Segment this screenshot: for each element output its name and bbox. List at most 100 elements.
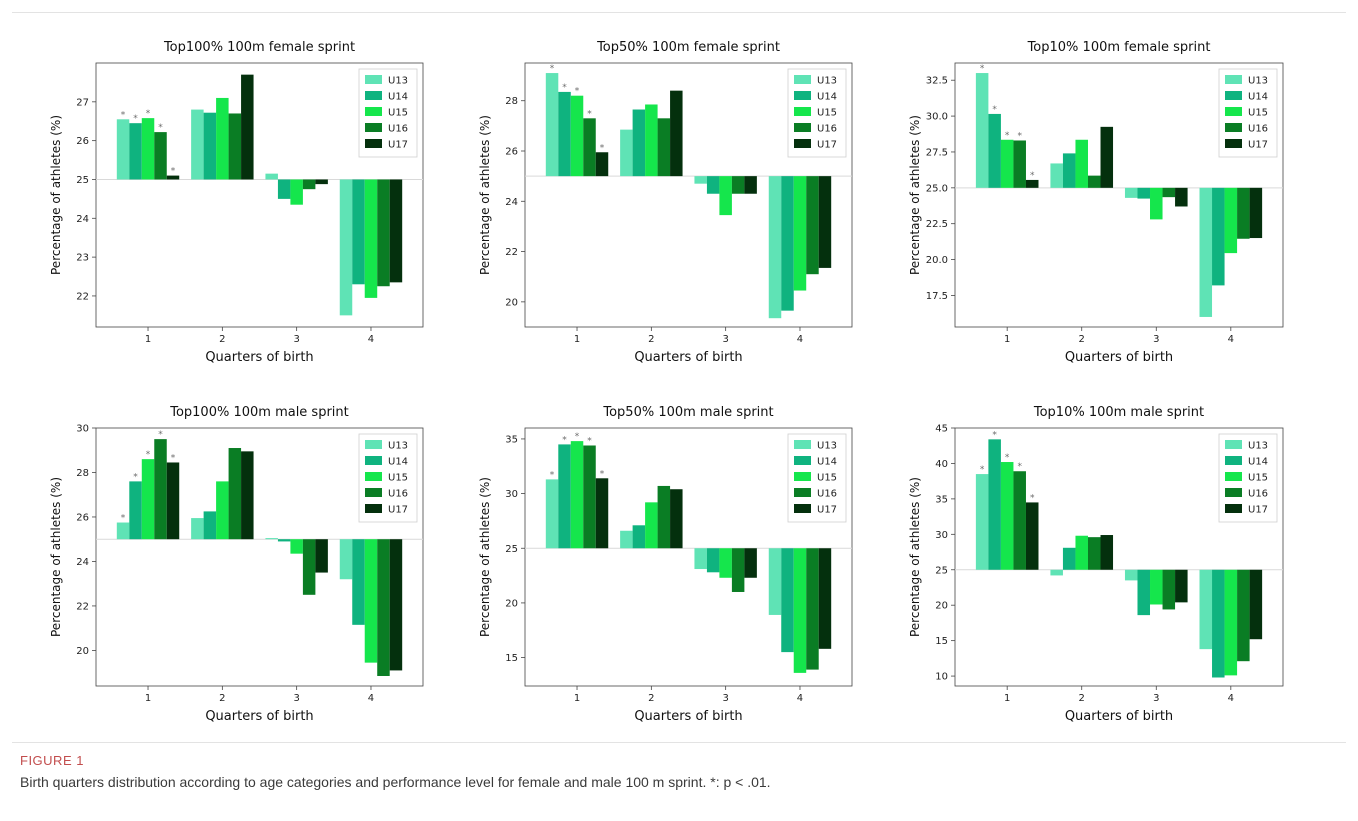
significance-star: * xyxy=(600,143,605,153)
bar-u15-q3 xyxy=(1150,569,1163,605)
bar-u17-q3 xyxy=(1175,569,1188,603)
significance-star: * xyxy=(1030,171,1035,181)
significance-star: * xyxy=(587,109,592,119)
significance-star: * xyxy=(562,435,567,445)
bar-u14-q4 xyxy=(352,179,365,285)
x-axis-label: Quarters of birth xyxy=(1065,350,1173,365)
legend-swatch-u14 xyxy=(365,91,382,100)
y-tick-label: 30 xyxy=(505,489,518,500)
x-tick-label: 1 xyxy=(1004,693,1010,704)
x-tick-label: 1 xyxy=(574,334,580,345)
significance-star: * xyxy=(980,465,985,475)
bar-u16-q3 xyxy=(302,179,316,190)
chart-title: Top10% 100m female sprint xyxy=(1027,40,1211,55)
bar-u15-q1 xyxy=(141,459,155,540)
legend-label-u16: U16 xyxy=(817,489,837,500)
chart-title: Top10% 100m male sprint xyxy=(1033,405,1204,420)
bar-u16-q3 xyxy=(731,176,745,194)
legend-swatch-u16 xyxy=(794,123,811,132)
bar-u13-q1 xyxy=(975,474,989,570)
x-axis-label: Quarters of birth xyxy=(1065,709,1173,724)
bar-u17-q3 xyxy=(1175,187,1188,207)
plot-frame xyxy=(524,62,853,328)
bar-u15-q2 xyxy=(645,502,658,549)
legend-label-u17: U17 xyxy=(817,140,837,151)
significance-star: * xyxy=(992,105,997,115)
significance-star: * xyxy=(158,430,163,440)
bar-u15-q3 xyxy=(290,179,303,205)
legend-label-u16: U16 xyxy=(1248,124,1268,135)
x-tick-label: 2 xyxy=(219,693,225,704)
bar-u15-q1 xyxy=(1000,462,1014,570)
bar-u14-q1 xyxy=(558,91,571,177)
bar-u13-q4 xyxy=(768,548,782,615)
bar-u13-q4 xyxy=(1199,187,1213,317)
bar-u16-q2 xyxy=(657,118,671,177)
legend-swatch-u17 xyxy=(794,139,811,148)
bar-u16-q1 xyxy=(154,132,167,180)
bar-u17-q2 xyxy=(1100,535,1114,570)
y-tick-label: 20 xyxy=(76,646,89,657)
bar-u15-q4 xyxy=(793,176,807,291)
legend-swatch-u16 xyxy=(1225,123,1242,132)
bar-u15-q2 xyxy=(1075,535,1088,570)
y-tick-label: 32.5 xyxy=(926,76,948,87)
bar-u14-q2 xyxy=(632,109,646,177)
x-tick-label: 4 xyxy=(1228,693,1234,704)
y-tick-label: 26 xyxy=(505,147,518,158)
bar-u14-q3 xyxy=(706,176,720,194)
bar-u17-q1 xyxy=(166,462,180,540)
legend-label-u13: U13 xyxy=(1248,76,1268,87)
bar-u17-q4 xyxy=(389,539,403,671)
y-tick-label: 22 xyxy=(76,601,89,612)
bar-u17-q1 xyxy=(1025,502,1039,570)
significance-star: * xyxy=(146,109,151,119)
bar-u14-q3 xyxy=(1137,569,1151,616)
bar-u14-q2 xyxy=(1062,153,1076,188)
y-tick-label: 24 xyxy=(76,214,89,225)
bar-u13-q2 xyxy=(191,518,204,540)
bar-u14-q3 xyxy=(277,539,291,542)
bar-u16-q1 xyxy=(154,439,167,540)
chart-panel-5: * * * * * 15 20 25 30 35 1 2 3 4 Top50% 100m male spri… xyxy=(478,405,853,724)
bar-u17-q2 xyxy=(241,451,254,540)
y-tick-label: 24 xyxy=(76,557,89,568)
bar-u15-q1 xyxy=(570,441,584,549)
x-tick-label: 4 xyxy=(368,693,374,704)
x-tick-label: 2 xyxy=(219,334,225,345)
bar-u16-q2 xyxy=(228,448,242,540)
y-tick-label: 22 xyxy=(76,291,89,302)
y-tick-label: 30 xyxy=(935,530,948,541)
legend-swatch-u15 xyxy=(1225,107,1242,116)
bar-u14-q3 xyxy=(277,179,291,199)
bar-u13-q1 xyxy=(116,119,130,180)
x-tick-label: 4 xyxy=(368,334,374,345)
x-axis-label: Quarters of birth xyxy=(205,709,313,724)
bar-u14-q1 xyxy=(988,439,1001,570)
x-axis-label: Quarters of birth xyxy=(205,350,313,365)
legend: U13 U14 U15 U16 U17 xyxy=(358,68,418,158)
legend-label-u14: U14 xyxy=(817,457,837,468)
bar-u13-q3 xyxy=(1124,569,1138,581)
bar-u16-q2 xyxy=(657,485,671,549)
legend-swatch-u17 xyxy=(365,139,382,148)
legend-swatch-u13 xyxy=(365,440,382,449)
legend-label-u17: U17 xyxy=(388,505,408,516)
bar-u16-q2 xyxy=(1087,175,1101,188)
x-tick-label: 2 xyxy=(1079,693,1085,704)
legend-swatch-u17 xyxy=(1225,504,1242,513)
significance-star: * xyxy=(575,432,580,442)
legend-label-u15: U15 xyxy=(388,108,408,119)
legend-swatch-u13 xyxy=(794,75,811,84)
chart-title: Top100% 100m female sprint xyxy=(163,40,355,55)
bar-u16-q4 xyxy=(377,539,390,676)
bar-u13-q2 xyxy=(620,129,633,177)
y-tick-label: 23 xyxy=(76,253,89,264)
bar-u16-q3 xyxy=(302,539,316,595)
legend: U13 U14 U15 U16 U17 xyxy=(787,68,847,158)
bar-u17-q2 xyxy=(241,74,254,180)
legend-label-u17: U17 xyxy=(817,505,837,516)
bar-u13-q3 xyxy=(265,173,278,180)
bar-u14-q1 xyxy=(558,444,571,549)
